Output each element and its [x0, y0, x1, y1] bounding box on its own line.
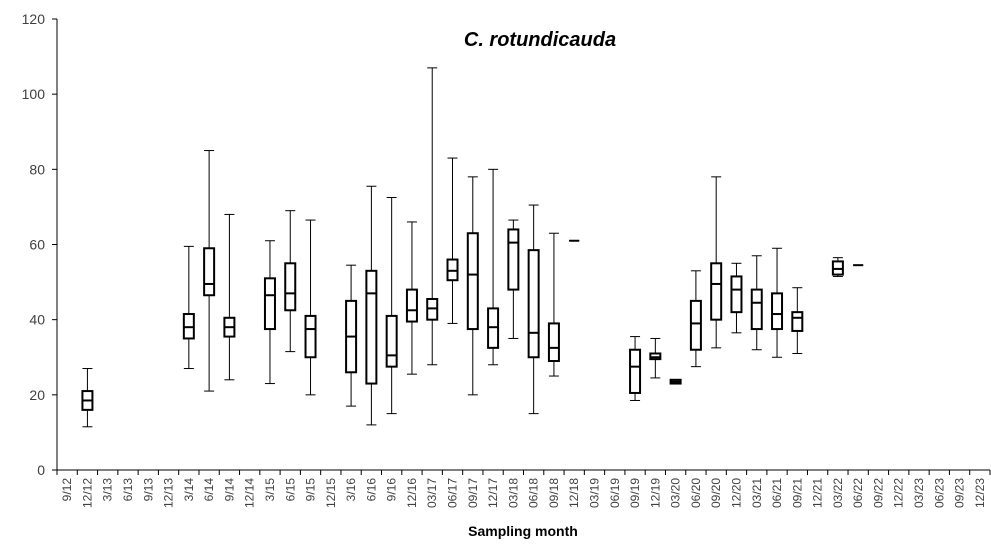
- x-tick-label: 06/23: [932, 478, 946, 508]
- x-tick-label: 12/22: [892, 478, 906, 508]
- x-tick-label: 09/21: [790, 478, 804, 508]
- x-tick-label: 03/19: [587, 478, 601, 508]
- x-tick-label: 12/15: [324, 478, 338, 508]
- x-tick-label: 9/14: [222, 478, 236, 502]
- x-tick-label: 12/17: [486, 478, 500, 508]
- y-tick-label: 0: [37, 462, 45, 478]
- chart-title: C. rotundicauda: [464, 29, 616, 51]
- x-tick-label: 12/12: [80, 478, 94, 508]
- x-tick-label: 09/20: [709, 478, 723, 508]
- box: [527, 249, 540, 359]
- x-tick-label: 12/13: [162, 478, 176, 508]
- box: [304, 314, 317, 359]
- x-axis-label: Sampling month: [468, 523, 578, 539]
- x-tick-label: 06/17: [446, 478, 460, 508]
- x-tick-label: 6/15: [283, 478, 297, 502]
- box: [365, 269, 378, 385]
- x-tick-label: 03/17: [425, 478, 439, 508]
- box: [466, 232, 479, 331]
- x-tick-label: 03/23: [912, 478, 926, 508]
- x-tick-label: 12/14: [243, 478, 257, 508]
- x-tick-label: 06/22: [851, 478, 865, 508]
- x-tick-label: 9/16: [385, 478, 399, 502]
- x-tick-label: 12/16: [405, 478, 419, 508]
- box: [710, 262, 723, 321]
- x-tick-label: 03/21: [750, 478, 764, 508]
- x-tick-label: 06/20: [689, 478, 703, 508]
- x-tick-label: 06/21: [770, 478, 784, 508]
- x-tick-label: 12/21: [811, 478, 825, 508]
- x-tick-label: 03/22: [831, 478, 845, 508]
- x-tick-label: 3/15: [263, 478, 277, 502]
- box: [547, 322, 560, 363]
- box: [284, 262, 297, 312]
- x-tick-label: 6/16: [364, 478, 378, 502]
- box: [385, 314, 398, 368]
- box: [507, 228, 520, 291]
- x-tick-label: 12/19: [648, 478, 662, 508]
- box: [689, 299, 702, 351]
- box: [203, 247, 216, 297]
- y-tick-label: 80: [29, 161, 45, 177]
- y-tick-label: 40: [29, 312, 45, 328]
- box: [629, 348, 642, 394]
- y-tick-label: 60: [29, 237, 45, 253]
- x-tick-label: 9/15: [304, 478, 318, 502]
- x-tick-label: 03/18: [506, 478, 520, 508]
- x-tick-label: 9/13: [141, 478, 155, 502]
- x-tick-label: 09/18: [547, 478, 561, 508]
- box: [405, 288, 418, 323]
- x-tick-label: 09/19: [628, 478, 642, 508]
- y-tick-label: 20: [29, 387, 45, 403]
- box: [750, 288, 763, 331]
- x-tick-label: 3/14: [182, 478, 196, 502]
- box: [771, 292, 784, 331]
- x-tick-label: 6/13: [121, 478, 135, 502]
- x-tick-label: 09/17: [466, 478, 480, 508]
- x-tick-label: 06/18: [527, 478, 541, 508]
- x-tick-label: 06/19: [608, 478, 622, 508]
- y-tick-label: 120: [22, 11, 46, 27]
- box: [263, 277, 276, 331]
- x-tick-label: 12/20: [729, 478, 743, 508]
- x-tick-label: 3/13: [101, 478, 115, 502]
- y-tick-label: 100: [22, 86, 46, 102]
- x-tick-label: 09/23: [953, 478, 967, 508]
- x-tick-label: 12/18: [567, 478, 581, 508]
- x-tick-label: 9/12: [60, 478, 74, 502]
- x-tick-label: 03/20: [669, 478, 683, 508]
- box: [791, 311, 804, 332]
- x-tick-label: 09/22: [871, 478, 885, 508]
- x-tick-label: 3/16: [344, 478, 358, 502]
- x-tick-label: 12/23: [973, 478, 987, 508]
- x-tick-label: 6/14: [202, 478, 216, 502]
- box: [730, 275, 743, 314]
